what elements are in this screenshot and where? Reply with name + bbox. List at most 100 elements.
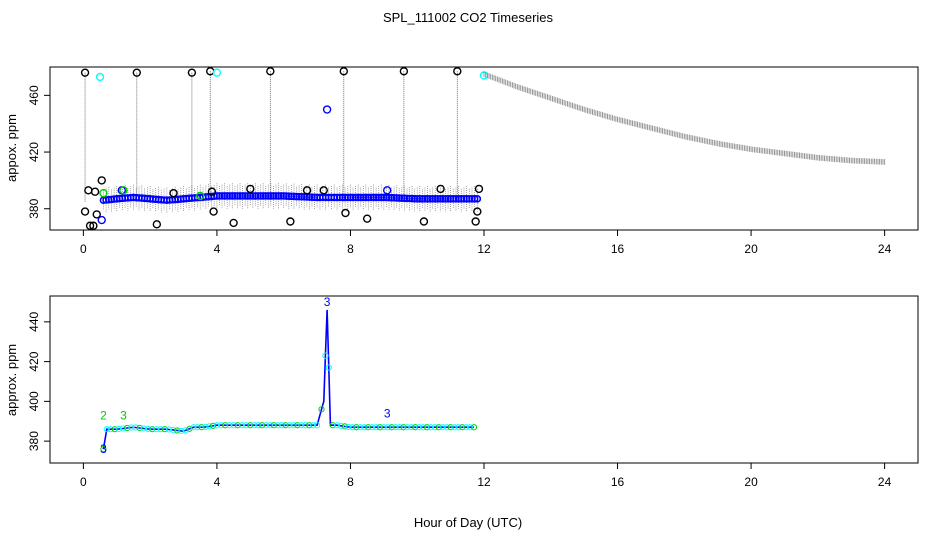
bottom-series-point bbox=[170, 426, 177, 434]
top-trace-point bbox=[238, 192, 247, 200]
bottom-series-point bbox=[206, 423, 213, 430]
top-y-tick-label: 420 bbox=[27, 142, 41, 162]
top-black-point bbox=[266, 67, 275, 76]
top-black-point bbox=[89, 221, 98, 230]
bottom-series-point bbox=[157, 426, 164, 433]
top-trace-point bbox=[254, 192, 262, 200]
bottom-series-point bbox=[388, 424, 395, 431]
top-trace-point bbox=[413, 195, 422, 203]
top-y-tick-label: 380 bbox=[27, 198, 41, 218]
bottom-x-tick-label: 8 bbox=[347, 475, 354, 489]
top-black-point bbox=[471, 217, 480, 226]
bottom-series-point bbox=[341, 423, 348, 430]
bottom-series-point bbox=[463, 424, 470, 431]
bottom-annotation: 3 bbox=[100, 442, 107, 456]
top-black-point bbox=[209, 207, 218, 216]
top-trace-point bbox=[431, 195, 440, 203]
top-trace-point bbox=[387, 193, 396, 202]
top-trace-point bbox=[308, 193, 316, 201]
bottom-series-point bbox=[234, 422, 241, 429]
top-trace-point bbox=[364, 193, 373, 202]
bottom-series-point bbox=[247, 422, 254, 429]
top-trace-point bbox=[213, 192, 221, 200]
top-trace-point bbox=[410, 194, 419, 203]
top-black-point bbox=[229, 218, 238, 228]
bottom-x-tick-label: 24 bbox=[878, 475, 892, 489]
bottom-series-point bbox=[258, 422, 266, 429]
top-black-point bbox=[302, 186, 312, 195]
bottom-series-point bbox=[313, 422, 321, 429]
bottom-series-point bbox=[115, 425, 122, 433]
top-black-point bbox=[473, 207, 482, 216]
bottom-y-tick-label: 440 bbox=[27, 312, 41, 332]
bottom-series-point bbox=[412, 424, 419, 431]
top-black-point bbox=[169, 188, 178, 198]
top-trace-point bbox=[421, 195, 429, 203]
top-trace-point bbox=[241, 192, 249, 200]
bottom-series-point bbox=[286, 422, 293, 429]
bottom-series-point bbox=[165, 426, 173, 433]
top-black-point bbox=[436, 184, 445, 194]
top-y-axis: 380 420 460 bbox=[27, 85, 50, 219]
top-panel: 0 4 8 12 16 20 24 380 420 460 appox. ppm bbox=[4, 66, 919, 256]
bottom-series-point bbox=[186, 425, 193, 432]
bottom-series-point bbox=[262, 422, 270, 429]
top-trace-point bbox=[215, 192, 224, 200]
bottom-series-point bbox=[124, 424, 131, 432]
bottom-series-point bbox=[365, 424, 372, 431]
bottom-series-point bbox=[451, 424, 458, 431]
bottom-series-point bbox=[213, 422, 221, 429]
top-trace-point bbox=[251, 192, 260, 200]
top-blue-point bbox=[382, 186, 392, 195]
bottom-series-point bbox=[334, 422, 341, 429]
bottom-annotation: 2 bbox=[100, 408, 107, 422]
top-black-point bbox=[246, 184, 255, 194]
top-trace-point bbox=[228, 192, 237, 200]
bottom-series-point bbox=[111, 426, 118, 433]
top-blue-point bbox=[97, 215, 106, 225]
top-trace-point bbox=[261, 192, 270, 200]
top-cyan-point bbox=[95, 72, 105, 82]
top-trace-point bbox=[292, 192, 301, 201]
top-x-axis: 0 4 8 12 16 20 24 bbox=[80, 230, 892, 256]
top-trace-point bbox=[470, 195, 479, 203]
bottom-series-point bbox=[255, 422, 262, 429]
bottom-series-point bbox=[396, 424, 403, 431]
bottom-series-point bbox=[420, 424, 427, 431]
top-trace-point bbox=[233, 192, 242, 200]
top-trace-point bbox=[295, 192, 303, 201]
top-trace-point bbox=[415, 195, 424, 203]
bottom-series-point bbox=[230, 422, 237, 429]
top-x-tick-label: 4 bbox=[214, 242, 221, 256]
top-black-point bbox=[187, 68, 197, 77]
top-trace-point bbox=[359, 193, 368, 202]
top-x-tick-label: 8 bbox=[347, 242, 354, 256]
top-black-point bbox=[362, 214, 372, 223]
top-trace-point bbox=[269, 192, 278, 200]
top-plot-frame bbox=[49, 66, 919, 231]
bottom-series-point bbox=[459, 424, 466, 431]
bottom-series-point bbox=[353, 424, 360, 431]
top-trace-point bbox=[287, 192, 296, 201]
bottom-series-point bbox=[153, 426, 160, 433]
bottom-series-point bbox=[198, 424, 205, 431]
top-cyan-point bbox=[212, 68, 222, 77]
top-trace-point bbox=[390, 194, 398, 202]
top-trace-point bbox=[220, 192, 229, 200]
top-trace-point bbox=[231, 192, 239, 200]
bottom-series-point bbox=[384, 424, 391, 431]
top-trace-point bbox=[264, 192, 273, 200]
bottom-series-point bbox=[140, 425, 147, 432]
top-trace-point bbox=[346, 193, 355, 202]
bottom-series-point bbox=[251, 422, 258, 429]
chart-title: SPL_111002 CO2 Timeseries bbox=[383, 10, 554, 25]
bottom-series-point bbox=[274, 422, 281, 429]
bottom-annotation: 3 bbox=[324, 295, 331, 309]
bottom-series-point bbox=[392, 424, 399, 431]
top-error-bars bbox=[84, 71, 478, 213]
top-trace-point bbox=[272, 192, 280, 200]
bottom-series-point bbox=[404, 424, 411, 431]
bottom-series-point bbox=[427, 424, 435, 431]
